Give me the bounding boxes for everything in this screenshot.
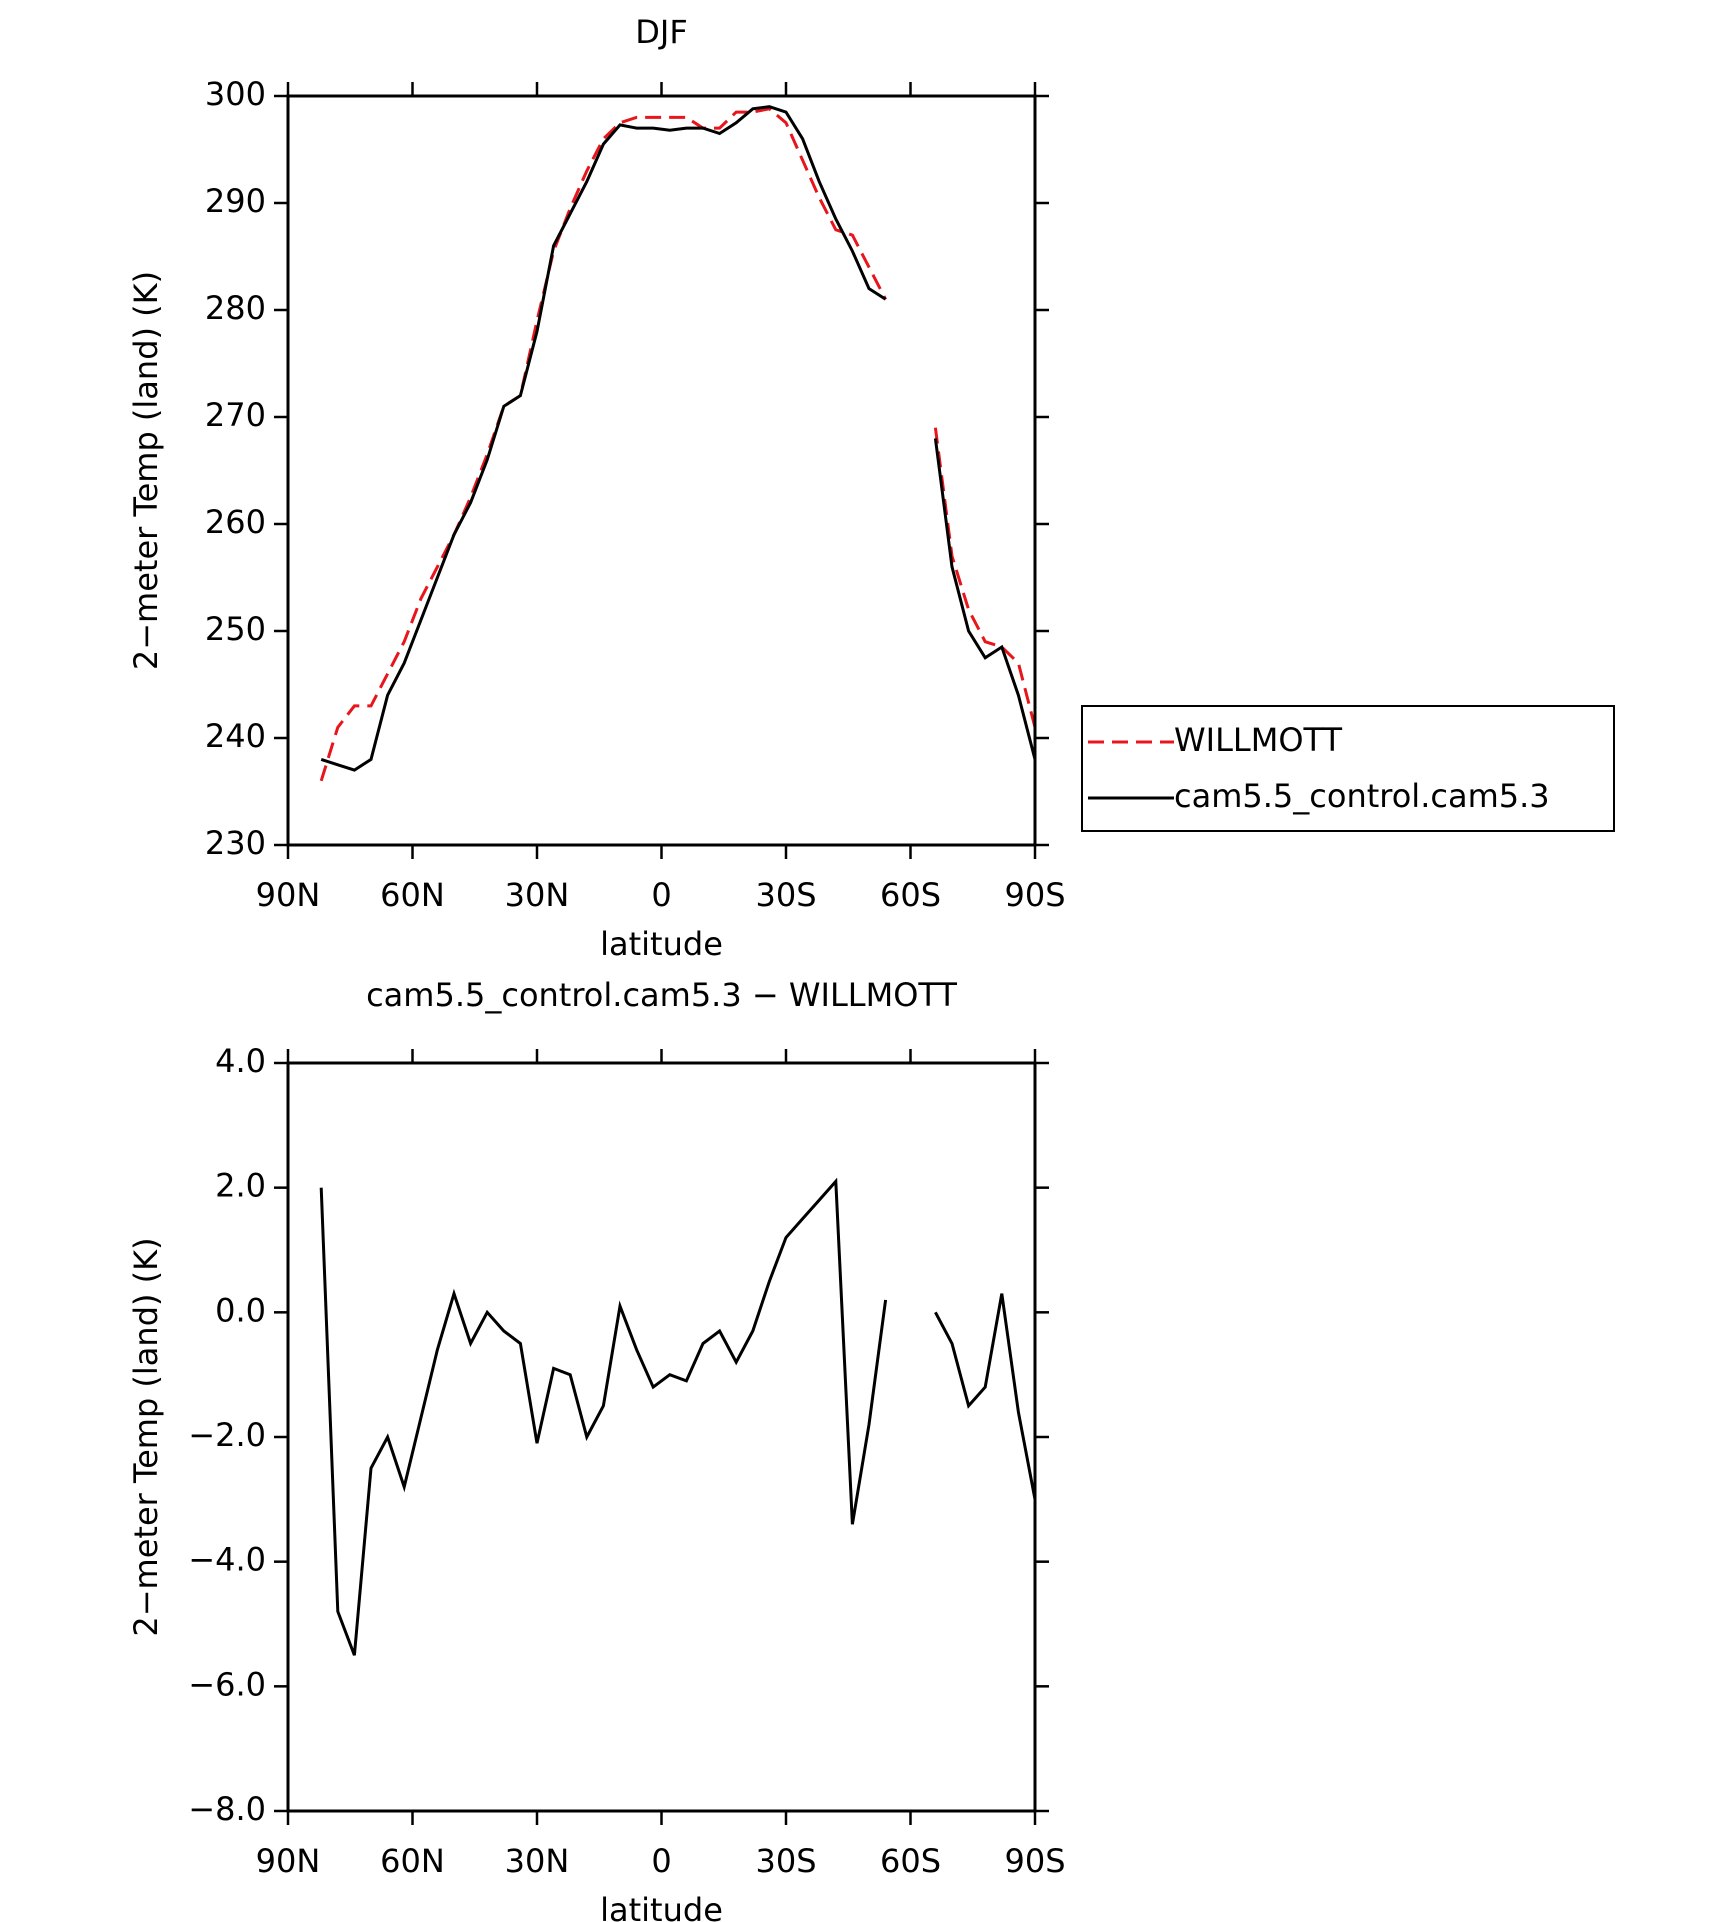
legend-label: WILLMOTT <box>1174 721 1343 759</box>
x-tick-label: 90S <box>1004 1842 1065 1880</box>
x-tick-label: 30S <box>755 1842 816 1880</box>
x-tick-label: 30N <box>505 1842 570 1880</box>
y-axis-label: 2−meter Temp (land) (K) <box>127 271 165 670</box>
data-line <box>319 107 1037 782</box>
chart-title: DJF <box>635 13 687 51</box>
y-tick-label: 0.0 <box>215 1291 266 1329</box>
x-axis-label: latitude <box>600 925 723 963</box>
y-tick-label: 260 <box>205 503 266 541</box>
y-tick-label: −6.0 <box>188 1665 266 1703</box>
x-tick-label: 90N <box>256 876 321 914</box>
y-tick-label: −4.0 <box>188 1541 266 1579</box>
data-line <box>319 1177 1037 1656</box>
plot-frame <box>286 94 1037 847</box>
y-axis-label: 2−meter Temp (land) (K) <box>127 1237 165 1636</box>
y-tick-label: −2.0 <box>188 1416 266 1454</box>
y-tick-label: 240 <box>205 717 266 755</box>
x-tick-label: 60N <box>380 1842 445 1880</box>
x-tick-label: 60S <box>880 1842 941 1880</box>
legend-label: cam5.5_control.cam5.3 <box>1174 777 1550 815</box>
data-line <box>320 105 1037 772</box>
y-tick-label: −8.0 <box>188 1790 266 1828</box>
x-tick-label: 90N <box>256 1842 321 1880</box>
x-tick-label: 60S <box>880 876 941 914</box>
y-tick-label: 230 <box>205 824 266 862</box>
y-tick-label: 300 <box>205 75 266 113</box>
legend-box <box>1081 705 1615 832</box>
x-tick-label: 60N <box>380 876 445 914</box>
plot-frame <box>286 1061 1037 1813</box>
y-tick-label: 280 <box>205 289 266 327</box>
y-tick-label: 2.0 <box>215 1167 266 1205</box>
y-tick-label: 270 <box>205 396 266 434</box>
x-axis-label: latitude <box>600 1891 723 1922</box>
x-tick-label: 30N <box>505 876 570 914</box>
y-tick-label: 4.0 <box>215 1042 266 1080</box>
y-tick-label: 250 <box>205 610 266 648</box>
chart-title: cam5.5_control.cam5.3 − WILLMOTT <box>366 976 957 1014</box>
x-tick-label: 0 <box>651 1842 671 1880</box>
x-tick-label: 90S <box>1004 876 1065 914</box>
y-tick-label: 290 <box>205 182 266 220</box>
x-tick-label: 30S <box>755 876 816 914</box>
x-tick-label: 0 <box>651 876 671 914</box>
